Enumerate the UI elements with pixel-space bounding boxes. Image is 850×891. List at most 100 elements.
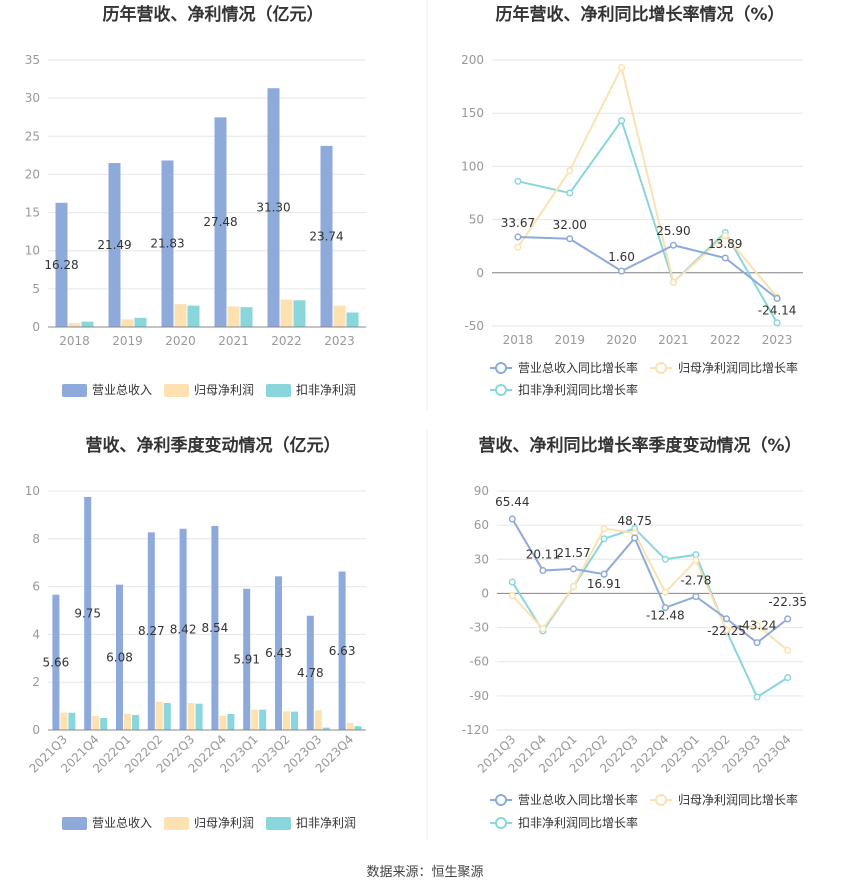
series-point <box>569 583 578 591</box>
line-data-label: 32.00 <box>553 218 587 232</box>
series-point <box>618 63 626 71</box>
legend-revenue-growth-swatch-marker <box>495 362 507 374</box>
bar-net-profit <box>333 305 346 327</box>
series-point <box>514 243 522 251</box>
line-data-label: 20.11 <box>526 548 560 562</box>
bar-deducted-profit <box>354 726 362 730</box>
bar-deducted-profit <box>81 321 94 327</box>
legend-q-net-growth-label: 归母净利润同比增长率 <box>678 792 798 807</box>
annual-growth-title: 历年营收、净利同比增长率情况（%） <box>495 4 784 25</box>
series-point <box>569 565 578 573</box>
legend-q-deducted-growth-swatch-marker <box>495 817 507 829</box>
y-tick-label: 0 <box>32 723 40 737</box>
series-point <box>508 578 516 586</box>
bar-data-label: 16.28 <box>44 258 78 272</box>
y-tick-label: 6 <box>32 580 40 594</box>
bar-revenue <box>211 525 219 730</box>
legend-net-profit-swatch <box>164 384 189 397</box>
line-data-label: 16.91 <box>587 577 621 591</box>
bar-data-label: 6.08 <box>106 650 133 664</box>
bar-deducted-profit <box>134 317 147 327</box>
legend-q-net-growth-swatch-marker <box>655 794 667 806</box>
series-point <box>661 604 669 612</box>
line-data-label: -22.35 <box>768 595 807 609</box>
y-tick-label: 2 <box>32 675 40 689</box>
bar-data-label: 23.74 <box>309 229 343 243</box>
series-point <box>618 267 626 275</box>
series-point <box>600 525 608 533</box>
series-point <box>669 278 677 286</box>
legend-q-deducted-profit-label: 扣非净利润 <box>296 816 356 830</box>
y-tick-label: 100 <box>461 159 484 173</box>
bar-deducted-profit <box>240 307 253 327</box>
bar-revenue <box>306 615 314 730</box>
series-line-revenue-growth <box>511 518 789 644</box>
bar-deducted-profit <box>187 305 200 327</box>
bar-data-label: 9.75 <box>74 606 101 620</box>
bar-net-profit <box>174 304 187 327</box>
bar-net-profit <box>121 319 134 327</box>
y-tick-label: 60 <box>474 518 489 532</box>
bar-deducted-profit <box>322 727 330 730</box>
series-point <box>631 534 639 542</box>
x-tick-label: 2018 <box>59 334 90 348</box>
legend-net-growth-label: 归母净利润同比增长率 <box>678 360 798 375</box>
bar-net-profit <box>92 716 100 730</box>
y-tick-label: 0 <box>32 320 40 334</box>
legend-deducted-profit-label: 扣非净利润 <box>296 383 356 397</box>
series-point <box>514 177 522 185</box>
bar-deducted-profit <box>100 718 108 730</box>
y-tick-label: 30 <box>474 552 489 566</box>
series-point <box>773 319 781 327</box>
bar-net-profit <box>68 323 81 327</box>
y-tick-label: 8 <box>32 532 40 546</box>
bar-net-profit <box>227 306 240 327</box>
y-tick-label: 200 <box>461 53 484 67</box>
x-tick-label: 2023 <box>762 333 793 347</box>
series-point <box>722 615 731 623</box>
bar-revenue <box>320 145 333 327</box>
bar-deducted-profit <box>68 712 76 730</box>
y-tick-label: 15 <box>25 206 40 220</box>
bar-deducted-profit <box>163 702 171 730</box>
series-point <box>773 294 781 303</box>
line-data-label: 13.89 <box>708 237 742 251</box>
series-line-net-growth <box>517 64 778 298</box>
legend-deducted-growth-label: 扣非净利润同比增长率 <box>518 382 638 397</box>
legend-q-net-profit-swatch <box>164 817 189 830</box>
series-point <box>721 232 729 240</box>
x-tick-label: 2018 <box>503 333 534 347</box>
series-point <box>566 167 574 175</box>
line-data-label: -2.78 <box>680 574 711 588</box>
series-point <box>753 693 761 701</box>
legend-q-revenue-growth-label: 营业总收入同比增长率 <box>518 792 638 807</box>
series-line-net-growth <box>511 527 789 652</box>
series-point <box>566 189 574 197</box>
series-point <box>692 593 700 601</box>
bar-net-profit <box>251 709 259 730</box>
line-data-label: 48.75 <box>618 514 652 528</box>
legend-q-deducted-growth-label: 扣非净利润同比增长率 <box>518 815 638 830</box>
bar-revenue <box>243 588 251 730</box>
series-point <box>753 621 761 629</box>
y-tick-label: -30 <box>469 621 489 635</box>
series-point <box>692 556 700 564</box>
series-line-revenue-growth <box>517 235 778 300</box>
y-tick-label: -50 <box>464 319 484 333</box>
y-tick-label: 5 <box>32 282 40 296</box>
series-point <box>508 515 516 523</box>
bar-data-label: 8.42 <box>170 622 197 636</box>
series-point <box>669 241 677 249</box>
y-tick-label: 0 <box>481 586 489 600</box>
y-tick-label: -60 <box>469 655 489 669</box>
series-point <box>514 233 522 241</box>
line-data-label: -12.48 <box>646 609 685 623</box>
quarterly-bar-title: 营收、净利季度变动情况（亿元） <box>86 435 341 456</box>
series-point <box>692 551 700 559</box>
series-point <box>661 555 669 563</box>
y-tick-label: 0 <box>476 266 484 280</box>
x-tick-label: 2021 <box>658 333 689 347</box>
line-data-label: 1.60 <box>608 250 635 264</box>
bar-deducted-profit <box>291 711 298 730</box>
